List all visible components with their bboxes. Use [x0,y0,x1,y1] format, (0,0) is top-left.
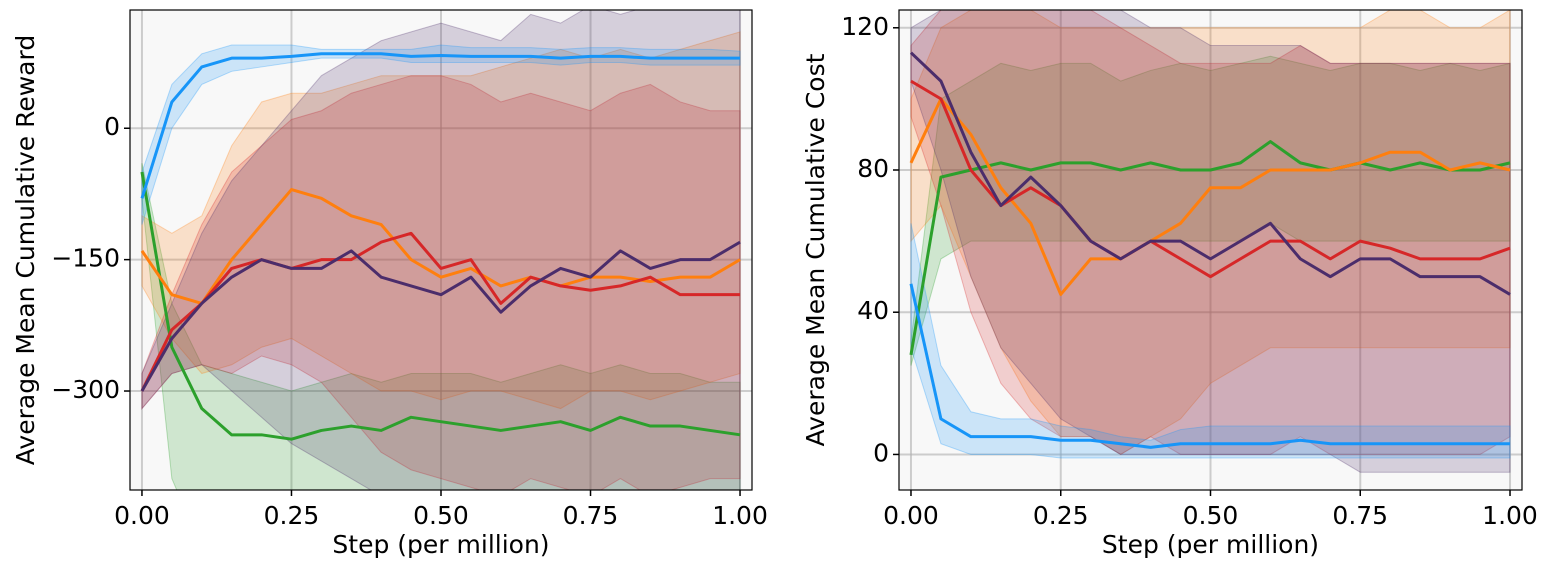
band [141,31,741,410]
y-tick-label: 0 [873,438,889,467]
x-axis-label: Step (per million) [332,530,549,559]
x-tick-label: 0.25 [1033,501,1089,530]
plot-frame [129,9,753,491]
line [910,79,1511,279]
plot-area [140,10,741,490]
y-tick-label: 120 [841,12,889,41]
y-tick-label: 80 [857,154,889,183]
line [909,51,1511,296]
y-axis-label: Average Mean Cumulative Reward [11,35,40,465]
band [141,163,741,490]
x-tick-label: 1.00 [1482,501,1538,530]
y-tick-label: −300 [51,375,120,404]
band [141,10,741,490]
line [140,52,741,199]
line [140,171,741,441]
x-tick-label: 0.75 [1332,501,1388,530]
y-axis-label: Average Mean Cumulative Cost [801,53,830,446]
band [910,10,1511,473]
y-tick-label: 40 [857,296,889,325]
band [910,10,1511,456]
band [141,75,741,490]
y-tick-label: −150 [51,244,120,273]
plot-area [909,10,1511,473]
band [141,44,741,225]
band [910,223,1511,459]
x-tick-label: 0.00 [114,501,170,530]
x-tick-label: 0.50 [1183,501,1239,530]
x-tick-label: 0.75 [563,501,619,530]
x-tick-label: 1.00 [712,501,768,530]
line [140,240,741,392]
x-tick-label: 0.25 [264,501,320,530]
line [140,231,741,392]
y-tick-label: 0 [104,112,120,141]
band [910,10,1511,456]
plot-frame [898,9,1523,491]
x-axis-label: Step (per million) [1102,530,1319,559]
x-tick-label: 0.00 [883,501,939,530]
line [909,140,1511,356]
line [909,283,1511,449]
x-tick-label: 0.50 [413,501,469,530]
